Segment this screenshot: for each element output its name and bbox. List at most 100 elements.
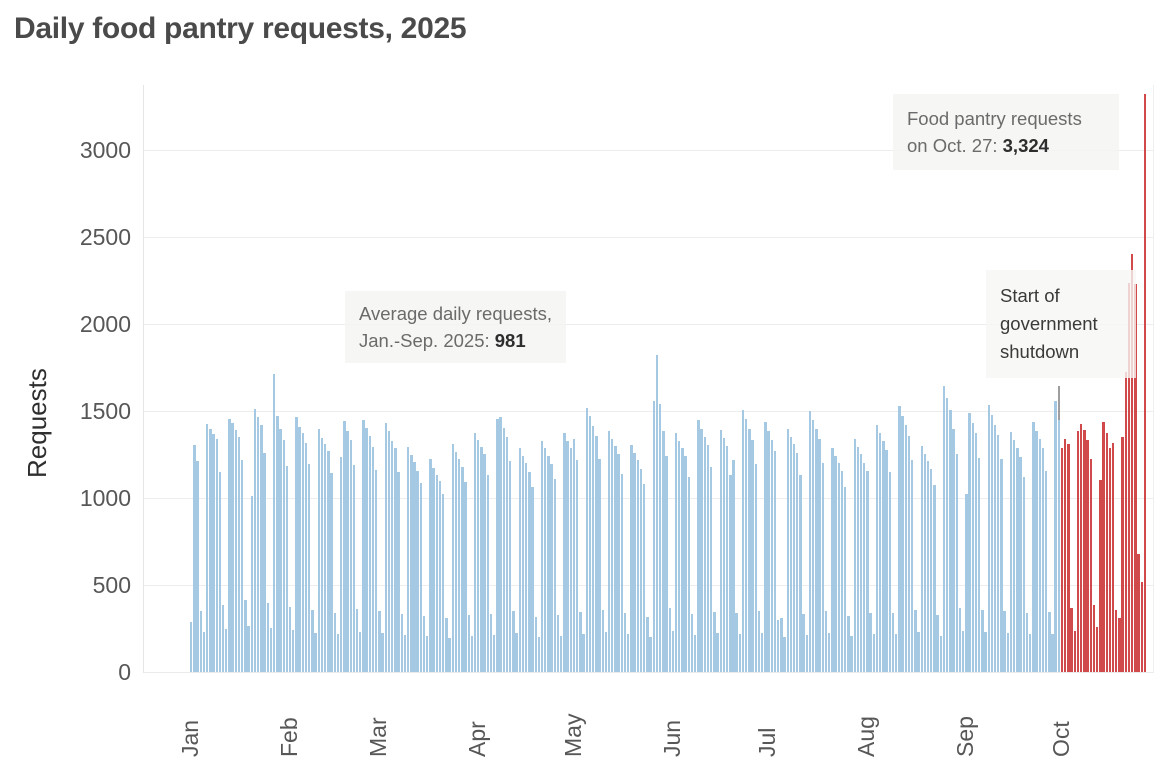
bar: [1089, 459, 1092, 672]
bar: [591, 425, 595, 672]
bar: [448, 637, 451, 672]
bar: [323, 443, 327, 672]
bar: [1022, 477, 1025, 672]
bar: [713, 611, 716, 672]
bar: [1137, 554, 1140, 672]
x-tick-label-may: May: [559, 713, 586, 757]
bar: [840, 471, 844, 672]
y-tick-label: 2000: [79, 311, 131, 337]
bar: [866, 470, 869, 672]
bar: [496, 419, 499, 672]
bar: [665, 455, 668, 672]
bar: [1028, 634, 1032, 672]
bar: [1105, 432, 1108, 672]
bar: [751, 439, 754, 672]
bar: [521, 455, 525, 672]
bar: [939, 635, 943, 672]
bar: [786, 428, 789, 672]
bar: [1073, 630, 1077, 672]
bar: [250, 496, 253, 672]
bar: [196, 461, 199, 672]
bar: [802, 613, 805, 672]
x-tick-label-mar: Mar: [365, 717, 392, 757]
y-tick-label: 1000: [79, 485, 131, 511]
bar: [1124, 372, 1128, 672]
bar: [936, 615, 939, 672]
annotation-average-line1: Average daily requests,: [359, 303, 552, 324]
y-tick-label: 500: [92, 572, 131, 598]
bar: [907, 436, 911, 672]
bar: [237, 436, 241, 672]
bar: [1041, 448, 1045, 672]
bar: [789, 436, 793, 672]
bar: [1108, 447, 1112, 672]
bar: [394, 448, 397, 672]
bar: [202, 632, 206, 672]
bar: [473, 433, 477, 672]
gridline: [144, 585, 1153, 586]
bar: [601, 609, 604, 672]
bar: [930, 469, 933, 672]
bar: [636, 460, 639, 672]
bar: [311, 610, 314, 672]
bar: [965, 494, 968, 672]
bar: [611, 438, 614, 672]
bar: [732, 460, 735, 672]
y-tick-label: 0: [118, 659, 131, 685]
bar: [1121, 437, 1124, 672]
bar: [244, 599, 247, 672]
bar: [987, 405, 990, 672]
bar: [725, 445, 729, 672]
bar: [716, 633, 719, 672]
bar: [269, 628, 273, 672]
gridline: [144, 150, 1153, 151]
bar: [818, 439, 821, 672]
bar: [1035, 430, 1038, 672]
bar: [534, 616, 537, 672]
x-tick-label-sep: Sep: [952, 716, 979, 757]
bar: [984, 632, 987, 672]
bar: [1025, 613, 1029, 672]
bar: [949, 409, 952, 672]
bar: [292, 630, 295, 672]
bar: [215, 438, 218, 672]
bar: [633, 453, 636, 672]
bar: [914, 610, 917, 672]
bar: [993, 424, 997, 672]
bar: [429, 458, 432, 672]
bar: [454, 451, 458, 672]
bar: [652, 400, 655, 672]
bar: [981, 610, 984, 672]
bar: [218, 471, 222, 672]
bar: [821, 462, 824, 672]
bar: [776, 620, 780, 672]
bar: [627, 634, 630, 672]
gridline: [144, 498, 1153, 499]
bar: [773, 451, 777, 672]
bar: [1127, 282, 1131, 672]
bar: [375, 469, 378, 672]
bar: [639, 469, 643, 672]
bar: [317, 429, 320, 672]
bar: [556, 615, 560, 672]
bar: [390, 440, 394, 672]
bar: [575, 460, 579, 672]
annotation-average: Average daily requests, Jan.-Sep. 2025: …: [345, 291, 566, 363]
bar: [190, 622, 193, 672]
bar: [1048, 612, 1051, 672]
bar: [470, 635, 474, 672]
bar: [1095, 627, 1099, 672]
bar: [850, 636, 853, 672]
bar: [320, 437, 324, 672]
bar: [387, 431, 391, 672]
bar: [681, 447, 684, 672]
bar: [891, 612, 895, 672]
bar: [1000, 459, 1003, 672]
bar: [566, 440, 569, 672]
x-tick-label-jul: Jul: [754, 727, 781, 757]
bar: [1083, 430, 1086, 672]
bar: [528, 471, 531, 672]
bar: [796, 453, 799, 672]
bar: [923, 453, 927, 672]
